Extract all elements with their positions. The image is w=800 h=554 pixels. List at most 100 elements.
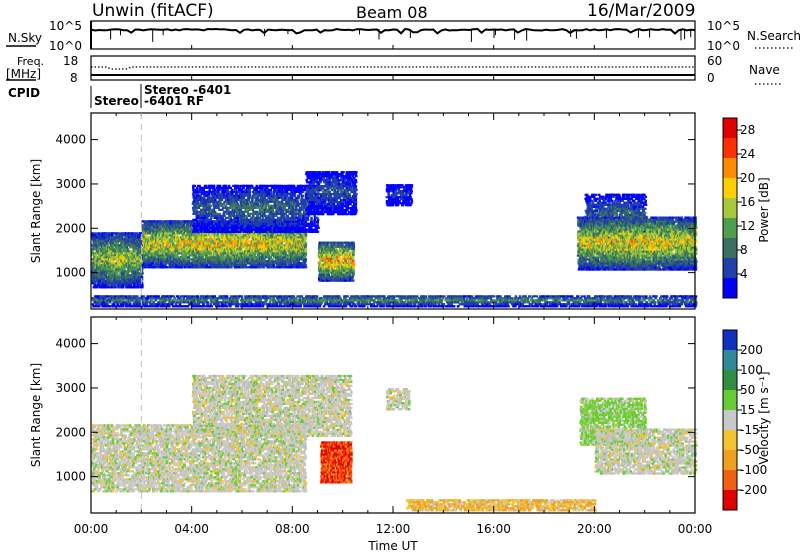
power-cell (153, 226, 156, 228)
freq-label-2: [MHz] (6, 67, 41, 81)
power-cell (118, 278, 121, 280)
power-cell (94, 282, 97, 284)
power-cell (136, 270, 139, 272)
power-cell (149, 224, 152, 226)
power-cell (116, 238, 119, 240)
power-cell (91, 234, 94, 236)
power-cell (110, 278, 113, 280)
cpid-entry-6401-rf: -6401 RF (144, 94, 204, 108)
power-cell (152, 262, 155, 264)
freq-panel: Freq. [MHz] 18 8 60 0 Nave (6, 54, 782, 85)
power-cell (138, 258, 141, 260)
nave-tick-bottom: 0 (707, 71, 715, 85)
power-cell (99, 266, 102, 268)
nave-trace (91, 67, 695, 69)
power-cell (115, 236, 118, 238)
power-cell (109, 260, 112, 262)
cpid-panel: CPID Stereo Stereo -6401 -6401 RF (8, 83, 231, 108)
power-cell (102, 258, 105, 260)
power-cell (111, 234, 114, 236)
power-cell (100, 250, 103, 252)
power-cell (111, 256, 114, 258)
nsearch-label: N.Search (747, 29, 800, 43)
nave-label: Nave (749, 63, 780, 77)
power-cell (96, 240, 99, 242)
power-cell (163, 256, 166, 258)
nsky-panel: N.Sky 10^5 10^0 10^5 10^0 N.Search (6, 19, 800, 53)
power-cell (145, 234, 148, 236)
power-cell (116, 242, 119, 244)
power-cell (140, 274, 143, 276)
power-cell (112, 260, 115, 262)
power-cell (137, 286, 140, 288)
power-cell (130, 284, 133, 286)
nsky-trace (91, 29, 695, 34)
power-cell (121, 236, 124, 238)
cpid-label: CPID (8, 86, 40, 100)
power-cell (105, 272, 108, 274)
power-cell (95, 254, 98, 256)
power-cell (159, 238, 162, 240)
power-cell (93, 232, 96, 234)
power-cell (160, 220, 163, 222)
power-cell (143, 220, 146, 222)
power-cell (98, 246, 101, 248)
power-cell (111, 268, 114, 270)
power-cell (122, 244, 125, 246)
power-cell (123, 234, 126, 236)
nsky-tick-bottom: 10^0 (49, 39, 82, 53)
power-cell (121, 268, 124, 270)
power-cell (160, 222, 163, 224)
power-cell (122, 250, 125, 252)
station-title: Unwin (fitACF) (92, 1, 214, 21)
radar-figure: Unwin (fitACF) Beam 08 16/Mar/2009 N.Sky… (0, 0, 800, 554)
power-cell (126, 246, 129, 248)
power-cell (133, 262, 136, 264)
power-cell (164, 230, 167, 232)
power-cell (123, 268, 126, 270)
power-cell (118, 274, 121, 276)
power-cell (152, 260, 155, 262)
power-cell (132, 244, 135, 246)
freq-tick-bottom: 8 (70, 71, 78, 85)
power-cell (113, 262, 116, 264)
power-cell (116, 272, 119, 274)
nsky-frame (91, 21, 695, 49)
nsky-tick-top: 10^5 (49, 19, 82, 33)
power-cell (114, 250, 117, 252)
power-cell (104, 246, 107, 248)
nsky-label: N.Sky (8, 31, 42, 45)
power-cell (101, 260, 104, 262)
power-cell (114, 284, 117, 286)
beam-title: Beam 08 (356, 3, 428, 22)
power-cell (141, 286, 144, 288)
power-cell (103, 264, 106, 266)
power-cell (158, 242, 161, 244)
power-cell (143, 256, 146, 258)
power-cell (95, 232, 98, 234)
power-cell (145, 262, 148, 264)
power-cell (114, 286, 117, 288)
power-cell (158, 234, 161, 236)
power-cell (107, 240, 110, 242)
power-cell (103, 280, 106, 282)
date-title: 16/Mar/2009 (587, 1, 695, 21)
power-cell (154, 256, 157, 258)
power-cell (149, 240, 152, 242)
power-cell (127, 272, 130, 274)
power-cell (159, 226, 162, 228)
freq-tick-top: 18 (63, 54, 78, 68)
power-cell (130, 260, 133, 262)
power-cell (105, 274, 108, 276)
power-cell (128, 258, 131, 260)
power-cell (98, 232, 101, 234)
power-cell (127, 248, 130, 250)
power-cell (95, 244, 98, 246)
power-cell (128, 280, 131, 282)
power-cell (156, 240, 159, 242)
power-cell (108, 238, 111, 240)
power-cell (145, 226, 148, 228)
power-cell (120, 240, 123, 242)
cpid-entry-stereo: Stereo (94, 94, 139, 108)
power-cell (92, 258, 95, 260)
